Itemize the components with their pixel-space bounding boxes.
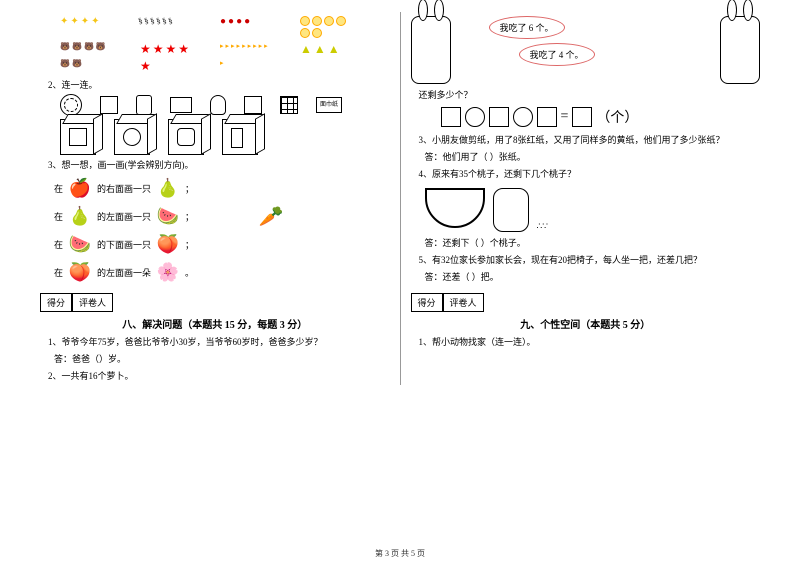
pear-icon: 🍐 [157, 177, 179, 199]
dir-text: 的左面画一只 [97, 210, 151, 223]
speech-bubble-1: 我吃了 6 个。 [489, 16, 565, 39]
direction-line-2: 在 🍐 的左面画一只 🍉 ； 🥕 [54, 205, 390, 227]
icon-grid-row1: ✦✦✦✦ §§§§§§ ●●●● [60, 16, 390, 38]
radish-icon: 🥕 [260, 205, 282, 227]
rubik-icon [280, 96, 298, 114]
blank-box[interactable] [441, 107, 461, 127]
squiggle-group: §§§§§§ [140, 16, 190, 38]
question-8-1: 1、爷爷今年75岁，爸爸比爷爷小30岁，当爷爷60岁时，爸爸多少岁？ [48, 335, 390, 348]
question-r3: 3、小朋友做剪纸，用了8张红纸，又用了同样多的黄纸，他们用了多少张纸？ [419, 133, 761, 146]
dir-prefix: 在 [54, 210, 63, 223]
speech-bubble-2: 我吃了 4 个。 [519, 43, 595, 66]
chicks-group: ▸▸▸▸▸▸▸▸▸▸ [220, 42, 270, 74]
3d-box-cuboid [222, 119, 258, 155]
smiley-group [300, 16, 350, 38]
left-column: ✦✦✦✦ §§§§§§ ●●●● 🐻🐻🐻🐻🐻🐻 ★★★★★ ▸▸▸▸▸▸▸▸▸▸… [30, 12, 401, 385]
bears-group: 🐻🐻🐻🐻🐻🐻 [60, 42, 110, 74]
apples-group: ●●●● [220, 16, 270, 38]
stars-group: ✦✦✦✦ [60, 16, 110, 38]
can-icon [136, 95, 152, 115]
dice-icon [100, 96, 118, 114]
answer-r4: 答：还剩下（ ）个桃子。 [425, 236, 761, 249]
score-box-8: 得分 评卷人 [40, 293, 390, 312]
equation-unit: （个） [596, 107, 638, 127]
remain-question: 还剩多少个？ [419, 88, 761, 101]
flower-icon: 🌸 [157, 261, 179, 283]
section-8-title: 八、解决问题（本题共 15 分，每题 3 分） [40, 316, 390, 331]
dir-prefix: 在 [54, 266, 63, 279]
3d-box-cylinder [168, 119, 204, 155]
watermelon-icon: 🍉 [69, 233, 91, 255]
dir-text: 的左面画一朵 [97, 266, 151, 279]
grader-label: 评卷人 [72, 293, 113, 312]
question-2-label: 2、连一连。 [48, 78, 390, 91]
peach-scene: ∴∵ [425, 184, 761, 232]
pear-icon: 🍐 [69, 205, 91, 227]
3d-box-sphere [114, 119, 150, 155]
bubble-area: 我吃了 6 个。 我吃了 4 个。 [459, 16, 713, 66]
score-label: 得分 [411, 293, 443, 312]
answer-8-1: 答：爸爸（）岁。 [54, 352, 390, 365]
peach-dots-icon: ∴∵ [537, 221, 548, 232]
dir-prefix: 在 [54, 238, 63, 251]
soccer-ball-icon [60, 94, 82, 116]
blank-circle[interactable] [513, 107, 533, 127]
answer-r5: 答：还差（ ）把。 [425, 270, 761, 283]
blank-box[interactable] [572, 107, 592, 127]
direction-line-4: 在 🍑 的左面画一朵 🌸 。 [54, 261, 390, 283]
semicolon: ； [185, 238, 194, 251]
equation-row: = （个） [441, 107, 761, 127]
semicolon: ； [185, 210, 194, 223]
period: 。 [185, 266, 194, 279]
score-box-9: 得分 评卷人 [411, 293, 761, 312]
dir-prefix: 在 [54, 182, 63, 195]
answer-r3: 答：他们用了（ ）张纸。 [425, 150, 761, 163]
redstars-group: ★★★★★ [140, 42, 190, 74]
equals-sign: = [561, 109, 569, 125]
question-8-2: 2、一共有16个萝卜。 [48, 369, 390, 382]
blank-circle[interactable] [465, 107, 485, 127]
blank-box[interactable] [537, 107, 557, 127]
question-r4: 4、原来有35个桃子，还剩下几个桃子？ [419, 167, 761, 180]
direction-line-1: 在 🍎 的右面画一只 🍐 ； [54, 177, 390, 199]
match-bottom-row [60, 119, 390, 155]
cube-icon [244, 96, 262, 114]
semicolon: ； [185, 182, 194, 195]
dir-text: 的下面画一只 [97, 238, 151, 251]
pears-group: ▲▲▲ [300, 42, 350, 74]
box-icon [170, 97, 192, 113]
monkey-icon [493, 188, 529, 232]
blank-box[interactable] [489, 107, 509, 127]
basket-icon [425, 188, 485, 228]
grader-label: 评卷人 [443, 293, 484, 312]
rabbit-left-icon [411, 16, 451, 84]
peach-icon: 🍑 [157, 233, 179, 255]
rabbit-right-icon [720, 16, 760, 84]
question-r5: 5、有32位家长参加家长会，现在有20把椅子，每人坐一把，还差几把？ [419, 253, 761, 266]
cylinder-icon [210, 95, 226, 115]
direction-line-3: 在 🍉 的下面画一只 🍑 ； [54, 233, 390, 255]
question-3-label: 3、想一想，画一画(学会辨别方向)。 [48, 158, 390, 171]
question-9-1: 1、帮小动物找家（连一连）。 [419, 335, 761, 348]
page-footer: 第 3 页 共 5 页 [0, 548, 800, 559]
peach-icon: 🍑 [69, 261, 91, 283]
3d-box-cube [60, 119, 96, 155]
dir-text: 的右面画一只 [97, 182, 151, 195]
apple-icon: 🍎 [69, 177, 91, 199]
rabbit-scene: 我吃了 6 个。 我吃了 4 个。 [411, 16, 761, 84]
match-top-row: 面巾纸 [60, 94, 390, 116]
section-9-title: 九、个性空间（本题共 5 分） [411, 316, 761, 331]
right-column: 我吃了 6 个。 我吃了 4 个。 还剩多少个？ = （个） 3、小朋友做剪纸，… [401, 12, 771, 385]
watermelon-icon: 🍉 [157, 205, 179, 227]
icon-grid-row2: 🐻🐻🐻🐻🐻🐻 ★★★★★ ▸▸▸▸▸▸▸▸▸▸ ▲▲▲ [60, 42, 390, 74]
tissue-box-icon: 面巾纸 [316, 97, 342, 113]
score-label: 得分 [40, 293, 72, 312]
